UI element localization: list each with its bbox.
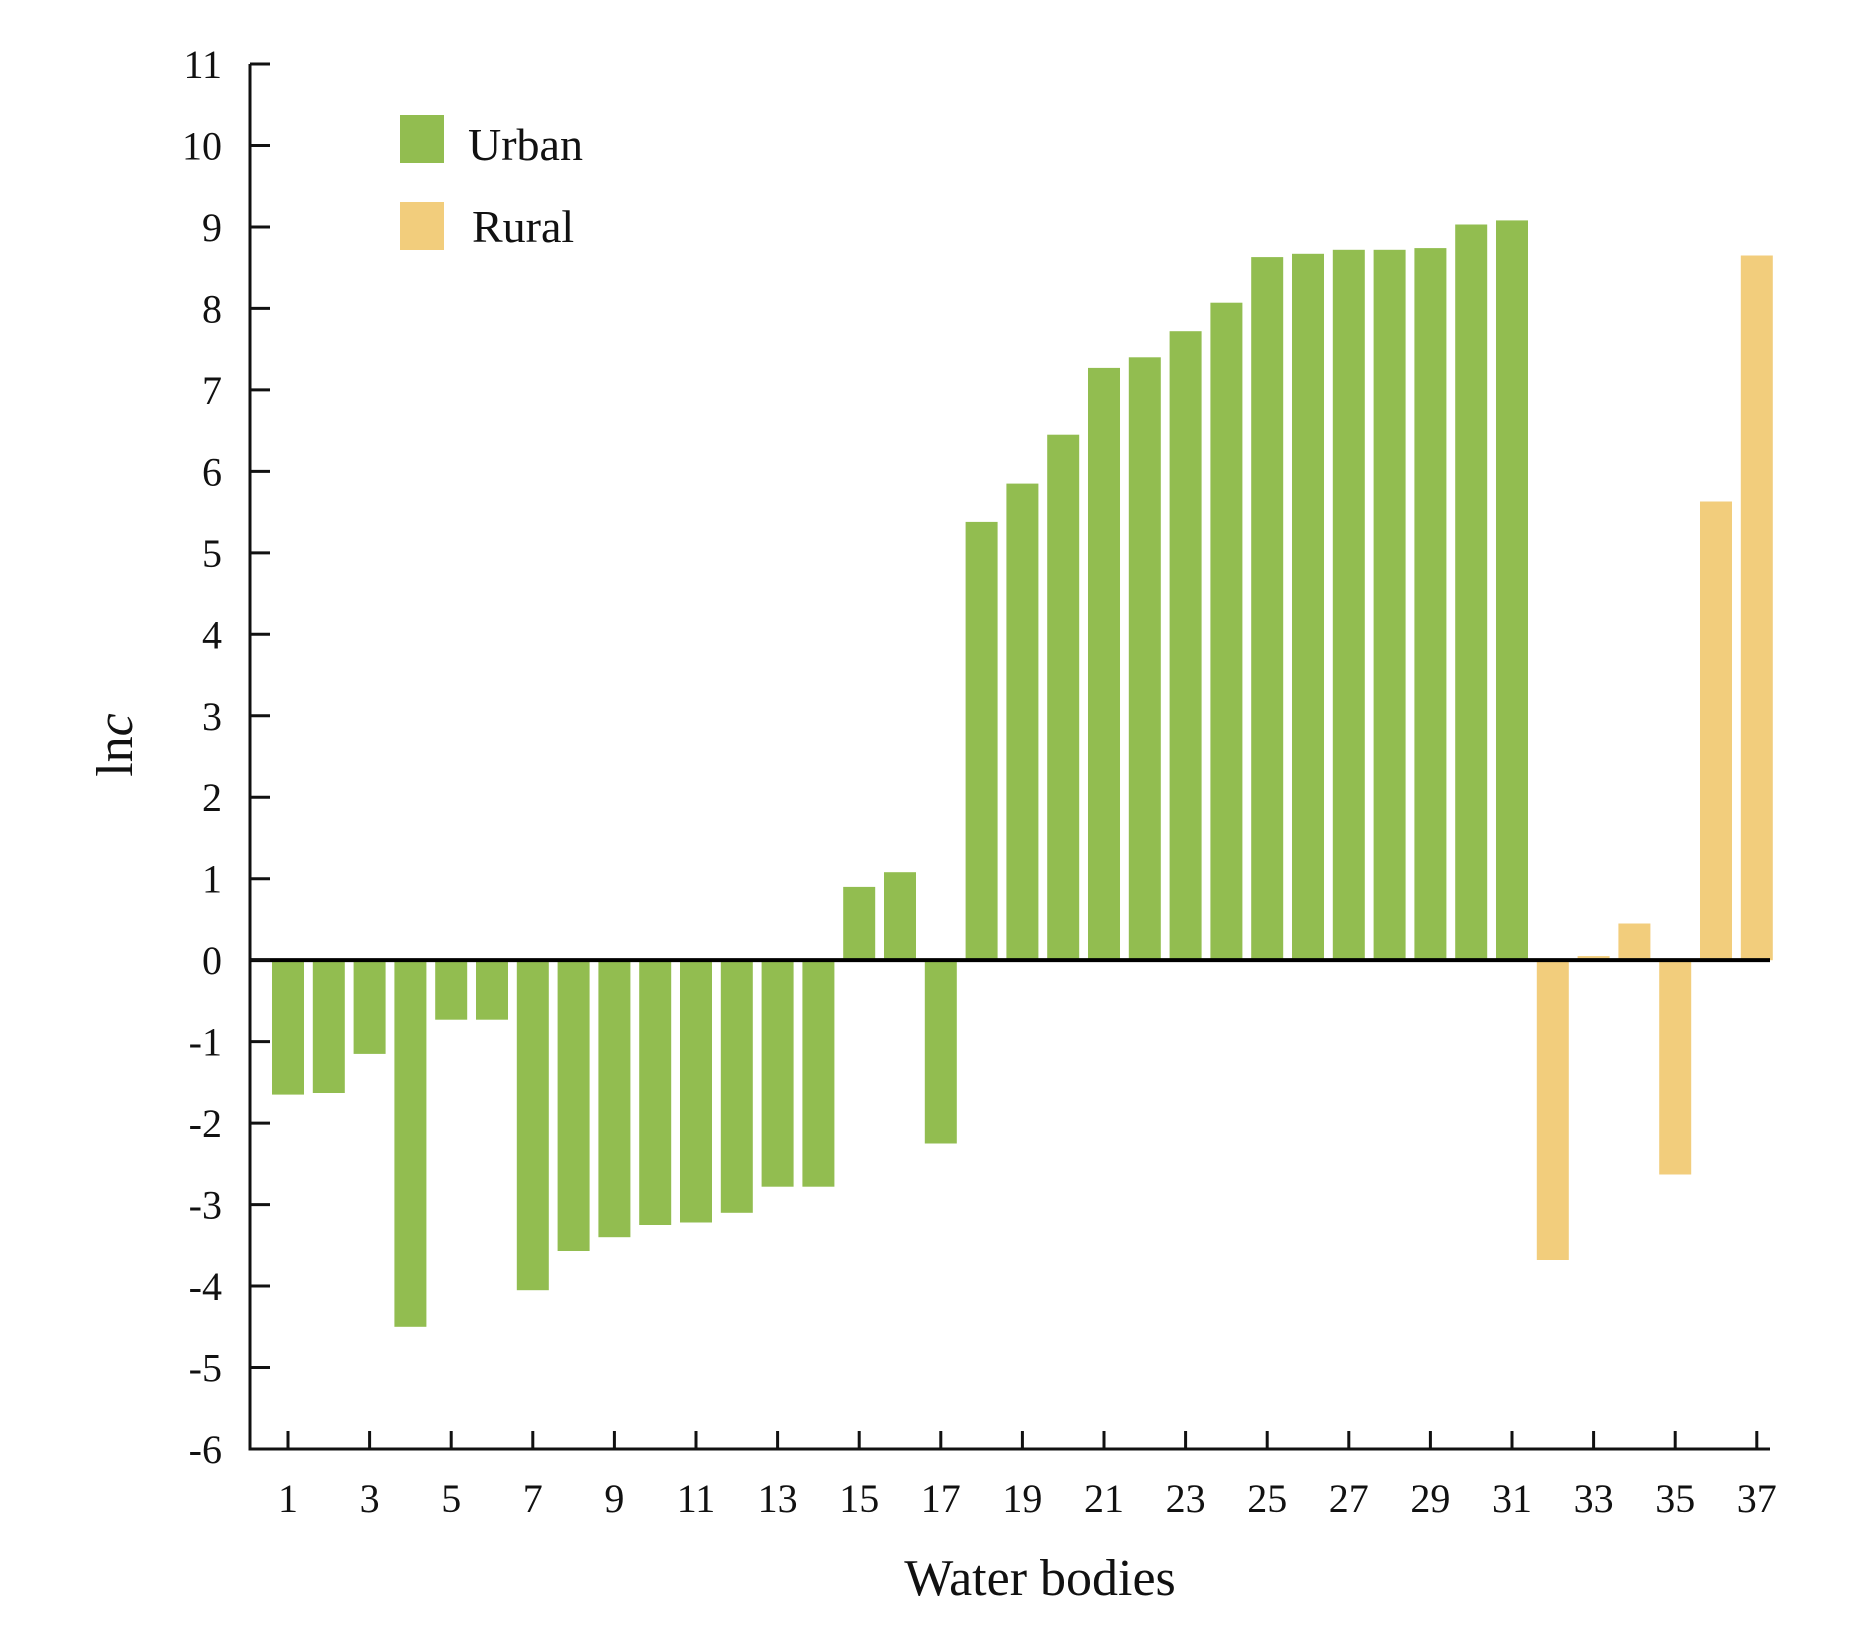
bar-rural-32 — [1536, 960, 1569, 1260]
x-tick-label: 37 — [1737, 1476, 1777, 1521]
x-tick-label: 17 — [921, 1476, 961, 1521]
y-tick-label: 5 — [202, 531, 222, 576]
bar-urban-19 — [1006, 483, 1039, 961]
bar-urban-4 — [394, 960, 427, 1327]
bar-urban-26 — [1292, 253, 1324, 961]
bar-urban-2 — [312, 960, 345, 1093]
y-axis-title-main: ln — [87, 736, 144, 776]
legend-label-urban: Urban — [468, 119, 583, 170]
x-tick-label: 21 — [1084, 1476, 1124, 1521]
y-tick-label: 2 — [202, 775, 222, 820]
bar-urban-8 — [557, 960, 590, 1251]
bar-urban-27 — [1332, 249, 1365, 961]
bar-urban-28 — [1373, 249, 1406, 961]
x-tick-label: 33 — [1574, 1476, 1614, 1521]
x-tick-label: 1 — [278, 1476, 298, 1521]
y-tick-label: 8 — [202, 286, 222, 331]
y-tick-label: 7 — [202, 368, 222, 413]
bar-urban-29 — [1414, 248, 1447, 961]
legend-label-rural: Rural — [472, 201, 574, 252]
y-tick-label: 3 — [202, 694, 222, 739]
bar-urban-14 — [802, 960, 835, 1187]
bar-rural-35 — [1659, 960, 1692, 1175]
x-tick-label: 9 — [604, 1476, 624, 1521]
x-tick-label: 11 — [677, 1476, 716, 1521]
y-tick-label: -4 — [189, 1264, 222, 1309]
bar-rural-36 — [1700, 501, 1732, 961]
y-axis-title: lnc — [87, 713, 144, 777]
bar-rural-34 — [1618, 923, 1651, 961]
x-tick-label: 35 — [1655, 1476, 1695, 1521]
axes-group — [248, 64, 1770, 1451]
y-tick-label: 4 — [202, 612, 222, 657]
bar-urban-22 — [1128, 357, 1161, 961]
bar-rural-33 — [1577, 956, 1610, 961]
bar-urban-20 — [1047, 434, 1080, 961]
bar-urban-18 — [965, 521, 998, 961]
y-tick-label: 6 — [202, 449, 222, 494]
bar-urban-5 — [435, 960, 468, 1020]
bar-urban-17 — [924, 960, 957, 1144]
x-tick-label: 23 — [1166, 1476, 1206, 1521]
bar-urban-16 — [884, 872, 916, 961]
bar-urban-24 — [1210, 302, 1243, 961]
bar-urban-10 — [639, 960, 672, 1225]
x-tick-label: 5 — [441, 1476, 461, 1521]
bar-urban-9 — [598, 960, 631, 1238]
y-tick-label: 11 — [183, 42, 222, 87]
y-tick-label: 9 — [202, 205, 222, 250]
y-tick-label: -5 — [189, 1346, 222, 1391]
y-tick-label: 10 — [182, 123, 222, 168]
legend-swatch-urban — [400, 115, 444, 163]
bar-urban-11 — [680, 960, 712, 1223]
bar-urban-3 — [353, 960, 386, 1054]
x-tick-label: 31 — [1492, 1476, 1532, 1521]
bar-rural-37 — [1740, 255, 1773, 961]
bar-urban-6 — [476, 960, 508, 1020]
bar-urban-12 — [720, 960, 753, 1213]
x-tick-label: 27 — [1329, 1476, 1369, 1521]
bar-urban-25 — [1251, 257, 1284, 961]
x-tick-label: 13 — [758, 1476, 798, 1521]
y-tick-label: -1 — [189, 1020, 222, 1065]
bar-urban-23 — [1169, 331, 1202, 961]
legend-swatch-rural — [400, 202, 444, 250]
y-tick-label: -3 — [189, 1183, 222, 1228]
bar-urban-15 — [843, 886, 876, 961]
y-tick-label: -6 — [189, 1427, 222, 1472]
x-tick-label: 29 — [1410, 1476, 1450, 1521]
bar-urban-13 — [761, 960, 794, 1187]
x-tick-label: 3 — [360, 1476, 380, 1521]
bar-urban-30 — [1455, 224, 1488, 961]
y-tick-label: 1 — [202, 857, 222, 902]
bar-urban-21 — [1088, 367, 1120, 961]
x-tick-label: 25 — [1247, 1476, 1287, 1521]
y-tick-label: 0 — [202, 938, 222, 983]
bars-group — [272, 220, 1773, 1327]
bar-urban-7 — [516, 960, 549, 1291]
x-axis-title: Water bodies — [904, 1550, 1176, 1607]
legend: Urban Rural — [400, 115, 583, 252]
y-tick-label: -2 — [189, 1101, 222, 1146]
x-tick-label: 15 — [839, 1476, 879, 1521]
bar-urban-31 — [1496, 220, 1528, 961]
bar-urban-1 — [272, 960, 304, 1095]
x-tick-label: 7 — [523, 1476, 543, 1521]
y-axis-title-italic: c — [87, 713, 144, 736]
x-tick-label: 19 — [1002, 1476, 1042, 1521]
